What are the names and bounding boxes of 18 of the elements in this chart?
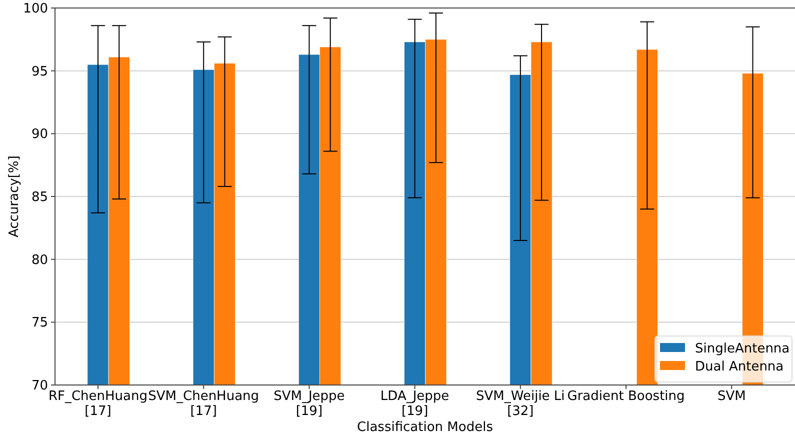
y-tick-label: 95	[31, 64, 48, 80]
y-tick-label: 85	[31, 190, 48, 206]
legend-label: Dual Antenna	[695, 360, 784, 375]
x-tick-label: SVM	[717, 389, 746, 404]
y-tick-label: 90	[31, 127, 48, 142]
y-tick-label: 80	[31, 252, 48, 268]
x-tick-label: Gradient Boosting	[567, 389, 685, 404]
x-tick-label: SVM_Jeppe [19]	[274, 389, 345, 419]
x-tick-label: LDA_Jeppe [19]	[380, 389, 450, 419]
y-tick-label: 100	[23, 2, 48, 17]
x-tick-label: RF_ChenHuang [17]	[48, 389, 148, 419]
y-axis-title: Accuracy[%]	[7, 156, 22, 238]
x-tick-label: SVM_Weijie Li [32]	[476, 389, 565, 419]
y-tick-label: 70	[31, 378, 48, 394]
y-tick-label: 75	[31, 316, 48, 331]
x-tick-label: SVM_ChenHuang [17]	[148, 389, 260, 419]
legend-label: SingleAntenna	[695, 342, 790, 357]
x-axis-title: Classification Models	[357, 420, 494, 435]
